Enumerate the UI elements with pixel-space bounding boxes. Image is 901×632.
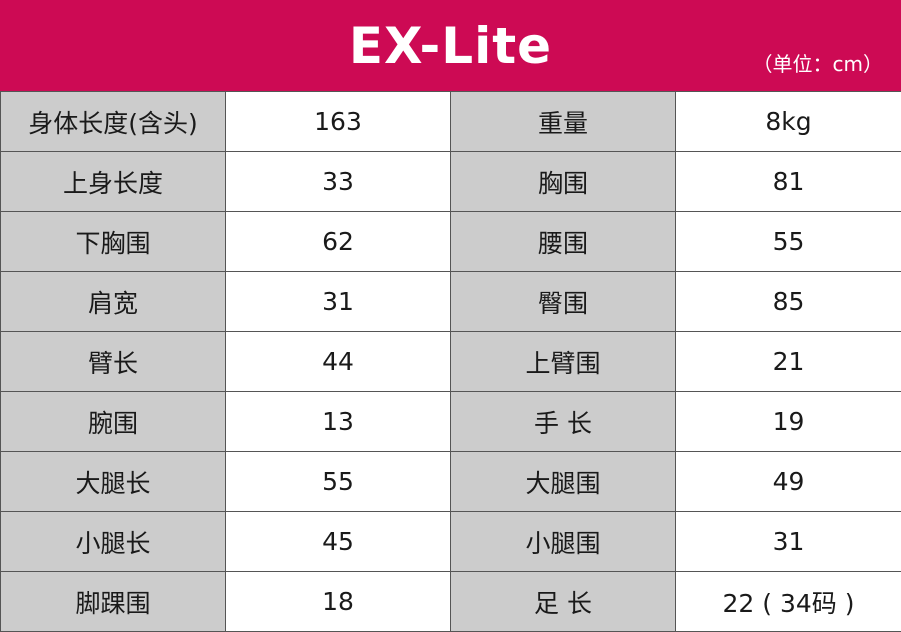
right-label-cell: 腰围	[451, 212, 676, 272]
right-label-cell: 足 长	[451, 572, 676, 632]
right-label-cell: 重量	[451, 92, 676, 152]
table-row: 大腿长 55 大腿围 49	[1, 452, 901, 512]
left-label-cell: 大腿长	[1, 452, 226, 512]
table-row: 上身长度 33 胸围 81	[1, 152, 901, 212]
left-label-cell: 身体长度(含头)	[1, 92, 226, 152]
right-value-cell: 85	[676, 272, 901, 332]
right-label-cell: 胸围	[451, 152, 676, 212]
right-label-cell: 手 长	[451, 392, 676, 452]
left-label-cell: 臂长	[1, 332, 226, 392]
left-value-cell: 31	[226, 272, 451, 332]
right-label-cell: 臀围	[451, 272, 676, 332]
left-value-cell: 45	[226, 512, 451, 572]
table-row: 腕围 13 手 长 19	[1, 392, 901, 452]
right-value-cell: 21	[676, 332, 901, 392]
title-banner: EX-Lite （单位：cm）	[0, 0, 901, 91]
right-label-cell: 小腿围	[451, 512, 676, 572]
left-value-cell: 163	[226, 92, 451, 152]
unit-note: （单位：cm）	[753, 50, 883, 78]
left-value-cell: 13	[226, 392, 451, 452]
table-row: 身体长度(含头) 163 重量 8kg	[1, 92, 901, 152]
table-row: 小腿长 45 小腿围 31	[1, 512, 901, 572]
left-value-cell: 44	[226, 332, 451, 392]
right-label-cell: 大腿围	[451, 452, 676, 512]
left-value-cell: 33	[226, 152, 451, 212]
right-value-cell: 55	[676, 212, 901, 272]
left-value-cell: 55	[226, 452, 451, 512]
table-row: 臂长 44 上臂围 21	[1, 332, 901, 392]
right-value-cell: 8kg	[676, 92, 901, 152]
table-row: 下胸围 62 腰围 55	[1, 212, 901, 272]
right-value-cell: 22 ( 34码 )	[676, 572, 901, 632]
left-value-cell: 18	[226, 572, 451, 632]
left-label-cell: 下胸围	[1, 212, 226, 272]
right-value-cell: 31	[676, 512, 901, 572]
left-label-cell: 脚踝围	[1, 572, 226, 632]
table-row: 脚踝围 18 足 长 22 ( 34码 )	[1, 572, 901, 632]
right-value-cell: 49	[676, 452, 901, 512]
table-row: 肩宽 31 臀围 85	[1, 272, 901, 332]
right-value-cell: 81	[676, 152, 901, 212]
left-value-cell: 62	[226, 212, 451, 272]
left-label-cell: 腕围	[1, 392, 226, 452]
left-label-cell: 小腿长	[1, 512, 226, 572]
right-label-cell: 上臂围	[451, 332, 676, 392]
left-label-cell: 肩宽	[1, 272, 226, 332]
spec-table: 身体长度(含头) 163 重量 8kg 上身长度 33 胸围 81 下胸围 62…	[0, 91, 901, 632]
right-value-cell: 19	[676, 392, 901, 452]
left-label-cell: 上身长度	[1, 152, 226, 212]
